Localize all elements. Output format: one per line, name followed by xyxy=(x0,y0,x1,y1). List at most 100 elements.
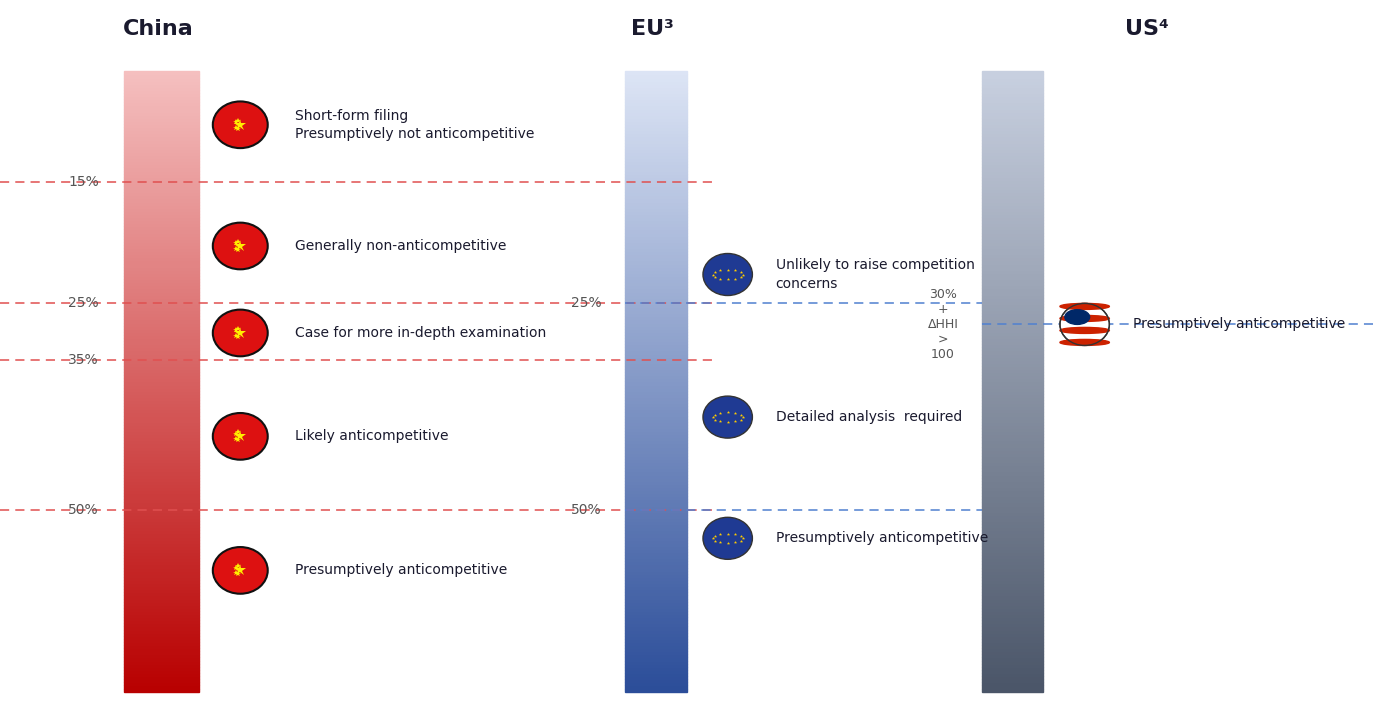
Bar xyxy=(982,350,1043,354)
Bar xyxy=(625,481,686,484)
Bar xyxy=(124,552,199,555)
Bar xyxy=(124,372,199,375)
Bar xyxy=(625,583,686,586)
Bar xyxy=(124,186,199,189)
Bar xyxy=(982,140,1043,143)
Bar xyxy=(625,627,686,630)
Bar xyxy=(982,388,1043,391)
Bar xyxy=(982,326,1043,329)
Bar xyxy=(124,599,199,602)
Bar xyxy=(982,155,1043,158)
Bar xyxy=(625,530,686,533)
Bar xyxy=(625,232,686,236)
Text: 30%
+
ΔHHI
>
100: 30% + ΔHHI > 100 xyxy=(928,288,958,361)
Bar xyxy=(982,394,1043,397)
Bar xyxy=(982,679,1043,682)
Bar xyxy=(124,459,199,462)
Bar xyxy=(982,257,1043,260)
Bar xyxy=(124,428,199,431)
Bar xyxy=(625,586,686,589)
Bar xyxy=(625,214,686,217)
Bar xyxy=(982,434,1043,437)
Bar xyxy=(124,465,199,468)
Bar xyxy=(625,145,686,149)
Bar xyxy=(625,183,686,186)
Bar xyxy=(124,230,199,232)
Bar xyxy=(982,83,1043,87)
Bar xyxy=(625,140,686,143)
Bar xyxy=(124,456,199,459)
Bar xyxy=(625,490,686,493)
Bar xyxy=(124,679,199,682)
Bar xyxy=(625,617,686,620)
Bar xyxy=(982,437,1043,441)
Bar xyxy=(982,292,1043,294)
Bar xyxy=(982,586,1043,589)
Bar xyxy=(625,227,686,230)
Bar xyxy=(982,245,1043,248)
Bar xyxy=(625,456,686,459)
Bar xyxy=(124,257,199,260)
Bar xyxy=(124,255,199,257)
Bar xyxy=(982,205,1043,207)
Bar xyxy=(982,524,1043,527)
Bar xyxy=(124,375,199,379)
Ellipse shape xyxy=(1060,327,1109,334)
Bar xyxy=(625,81,686,83)
Bar xyxy=(124,149,199,152)
Bar xyxy=(124,379,199,381)
Bar xyxy=(124,332,199,335)
Bar xyxy=(625,630,686,632)
Bar xyxy=(982,304,1043,307)
Text: 50%: 50% xyxy=(571,503,601,517)
Bar xyxy=(982,195,1043,198)
Text: 25%: 25% xyxy=(571,296,601,310)
Bar xyxy=(982,112,1043,115)
Bar xyxy=(982,186,1043,189)
Bar xyxy=(124,422,199,425)
Bar xyxy=(982,627,1043,630)
Bar xyxy=(124,685,199,689)
Bar xyxy=(124,642,199,645)
Bar xyxy=(982,130,1043,133)
Text: Presumptively anticompetitive: Presumptively anticompetitive xyxy=(295,563,508,578)
Bar xyxy=(124,313,199,317)
Bar xyxy=(625,568,686,570)
Bar xyxy=(982,170,1043,174)
Bar xyxy=(625,441,686,443)
Ellipse shape xyxy=(1060,315,1109,322)
Bar xyxy=(625,133,686,136)
Bar xyxy=(982,354,1043,356)
Text: 15%: 15% xyxy=(69,175,99,189)
Bar xyxy=(124,627,199,630)
Bar xyxy=(982,397,1043,400)
Bar xyxy=(982,341,1043,344)
Bar xyxy=(982,406,1043,409)
Bar xyxy=(625,332,686,335)
Bar xyxy=(124,270,199,273)
Bar xyxy=(124,397,199,400)
Bar xyxy=(982,273,1043,276)
Bar xyxy=(982,372,1043,375)
Bar xyxy=(124,561,199,565)
Bar xyxy=(625,555,686,558)
Bar xyxy=(625,623,686,627)
Bar xyxy=(124,608,199,611)
Bar xyxy=(982,503,1043,506)
Bar xyxy=(625,503,686,506)
Bar xyxy=(982,207,1043,211)
Bar xyxy=(124,170,199,174)
Bar xyxy=(625,602,686,605)
Bar xyxy=(625,682,686,685)
Bar xyxy=(625,115,686,118)
Bar xyxy=(982,660,1043,664)
Bar xyxy=(625,639,686,642)
Text: Presumptively anticompetitive: Presumptively anticompetitive xyxy=(1133,317,1346,332)
Bar xyxy=(625,428,686,431)
Bar xyxy=(625,186,686,189)
Bar xyxy=(124,251,199,255)
Bar xyxy=(124,273,199,276)
Bar xyxy=(982,602,1043,605)
Bar xyxy=(124,74,199,78)
Bar xyxy=(982,285,1043,288)
